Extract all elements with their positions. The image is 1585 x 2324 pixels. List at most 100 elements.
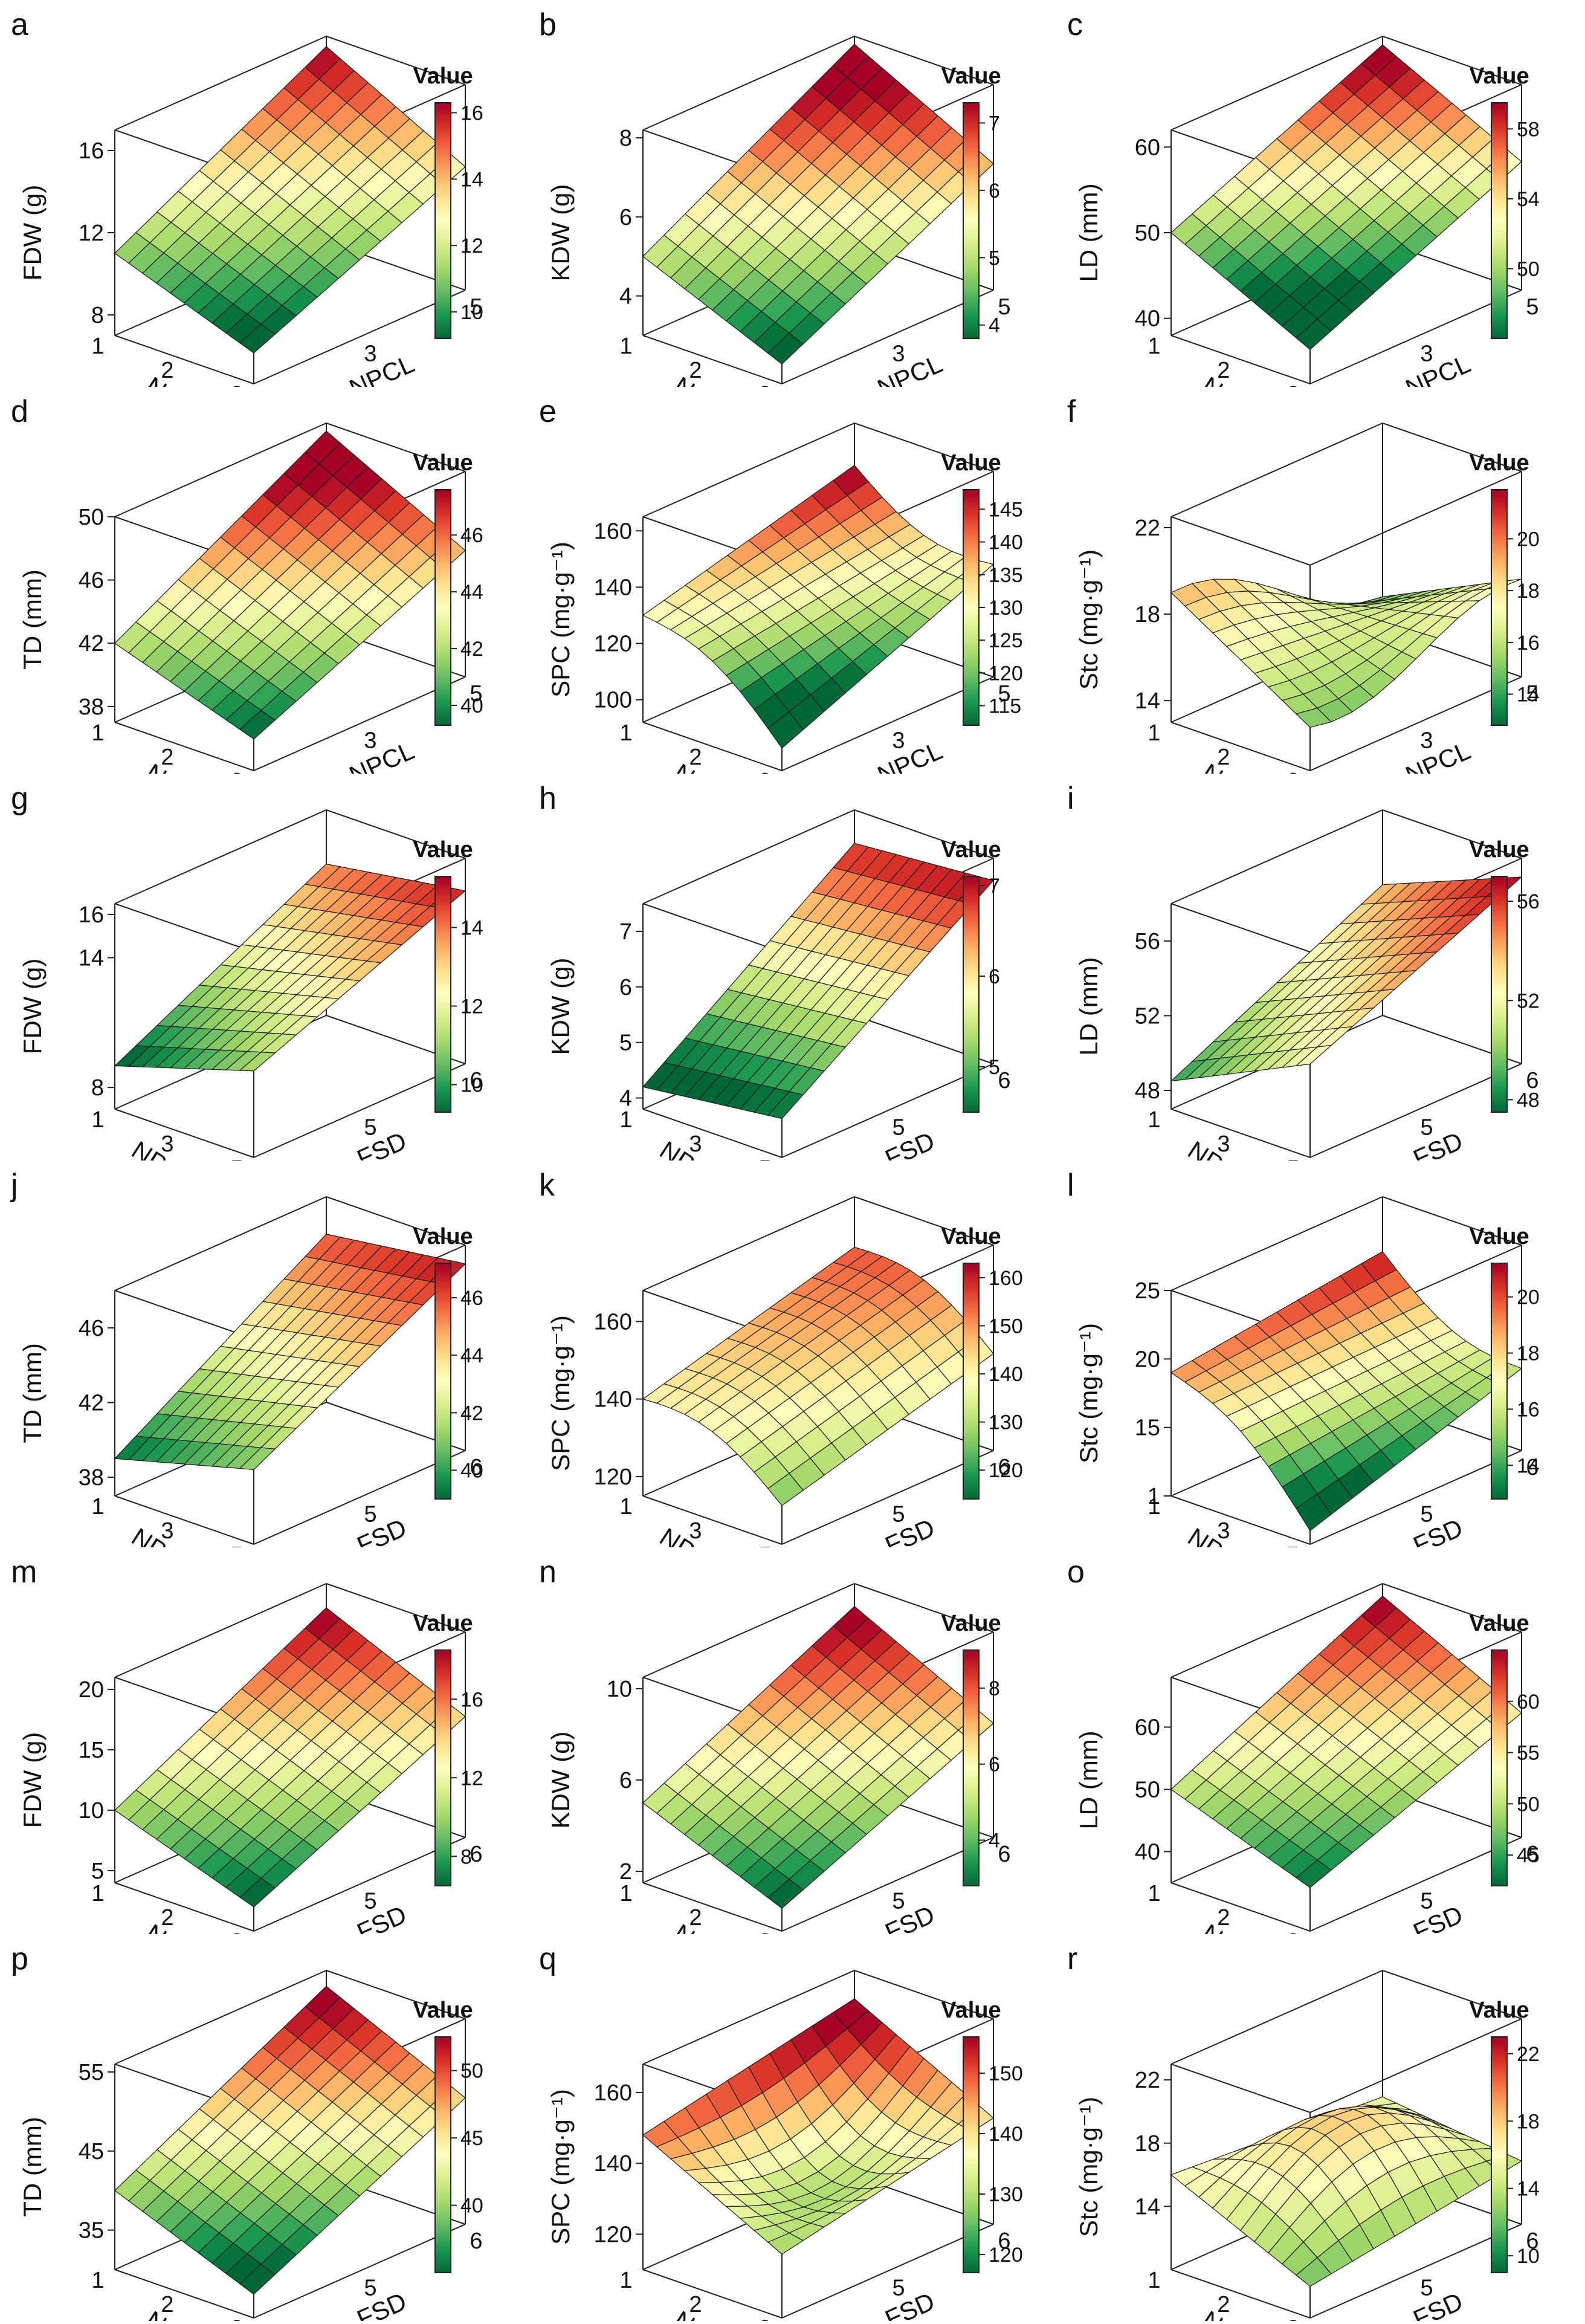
colorbar-tick-label: 150 [989, 1315, 1023, 1338]
x-tick-label: 2 [161, 358, 173, 383]
z-tick-label: 40 [1135, 306, 1160, 332]
right-bottom-edge [1309, 676, 1522, 771]
z-axis-label: TD (mm) [18, 2117, 47, 2217]
top-left-edge [1170, 1970, 1383, 2065]
z-tick-label: 10 [607, 1677, 632, 1702]
right-bottom-edge [781, 676, 994, 771]
front-bottom-edge-x [114, 1495, 254, 1545]
panel-letter: r [1067, 1941, 1077, 1976]
panel-letter: g [11, 781, 28, 816]
x-tick-label: 5 [1286, 1156, 1299, 1160]
right-bottom-edge [253, 2224, 466, 2319]
z-tick-label: 16 [79, 138, 104, 164]
y-tick-label: 3 [364, 341, 376, 367]
surface-cell [239, 710, 276, 740]
top-back-edge [326, 1583, 466, 1633]
right-bottom-edge [781, 1450, 994, 1545]
z-axis-label: LD (mm) [1074, 183, 1103, 282]
x-tick-label: 2 [161, 745, 173, 770]
x-tick-label: 3 [1286, 1929, 1299, 1934]
surface-cell [239, 323, 276, 354]
colorbar-tick-label: 44 [460, 581, 483, 604]
colorbar-title: Value [941, 63, 1001, 89]
z-tick-label: 60 [1135, 135, 1160, 160]
z-tick-label: 45 [79, 2139, 104, 2164]
y-axis-label: NPCL [345, 349, 418, 387]
z-tick-label: 140 [594, 575, 632, 600]
surface-cell [239, 1052, 276, 1072]
z-tick-label: 18 [1135, 602, 1160, 627]
right-bottom-edge [253, 1063, 466, 1158]
z-axis-label: LD (mm) [1074, 1730, 1103, 1829]
y-tick-label: 3 [1420, 341, 1433, 367]
colorbar-title: Value [941, 1998, 1001, 2023]
y-tick-label: 6 [998, 1455, 1010, 1480]
x-tick-label: 3 [1286, 2316, 1299, 2321]
colorbar-tick-label: 6 [989, 1753, 1000, 1776]
top-left-edge [114, 1583, 327, 1678]
surface-mesh [114, 1607, 466, 1908]
right-bottom-edge [781, 1837, 994, 1932]
front-bottom-edge-x [114, 1109, 254, 1158]
z-tick-label: 6 [619, 1768, 632, 1793]
colorbar-title: Value [1469, 63, 1529, 89]
colorbar-tick-label: 4 [989, 314, 1000, 337]
top-back-edge [854, 1196, 994, 1246]
front-bottom-edge-x [1170, 722, 1311, 771]
colorbar-tick-label: 20 [1517, 1286, 1540, 1309]
z-tick-label: 22 [1135, 516, 1160, 541]
front-bottom-edge-x [114, 1882, 254, 1932]
colorbar [434, 876, 451, 1113]
y-tick-label: 5 [1526, 681, 1538, 707]
top-back-edge [326, 422, 466, 472]
front-bottom-edge-x [642, 2269, 783, 2319]
colorbar-tick-label: 50 [1517, 257, 1540, 280]
surface-mesh [1170, 578, 1522, 728]
colorbar-tick-label: 130 [989, 2183, 1023, 2206]
x-tick-label: 1 [91, 720, 104, 746]
top-left-edge [642, 809, 855, 904]
top-back-edge [326, 809, 466, 859]
z-tick-label: 120 [594, 1465, 632, 1490]
z-tick-label: 160 [594, 2080, 632, 2106]
colorbar [434, 489, 451, 726]
panel-letter: m [11, 1555, 37, 1590]
colorbar-tick-label: 40 [460, 1459, 483, 1482]
colorbar-tick-label: 55 [1517, 1742, 1540, 1765]
colorbar-tick-label: 7 [989, 112, 1000, 135]
z-tick-label: 35 [79, 2218, 104, 2244]
top-left-edge [114, 1970, 327, 2065]
colorbar-tick-label: 12 [460, 235, 483, 257]
colorbar-tick-label: 40 [460, 2195, 483, 2218]
y-axis-label: FSD [1409, 1513, 1467, 1547]
colorbar [1491, 1649, 1508, 1886]
top-front-edge [114, 903, 254, 953]
top-left-edge [642, 1970, 855, 2065]
colorbar-tick-label: 160 [989, 1267, 1023, 1290]
surface-cell [1296, 319, 1332, 351]
colorbar [1491, 876, 1508, 1113]
colorbar-tick-label: 12 [460, 1767, 483, 1790]
z-axis-label: SPC (mg·g⁻¹) [546, 1315, 575, 1471]
surface-mesh [642, 1998, 995, 2255]
right-bottom-edge [253, 1837, 466, 1932]
y-tick-label: 5 [892, 1502, 905, 1527]
x-tick-label: 1 [1148, 2268, 1160, 2293]
panel-letter: n [539, 1555, 557, 1590]
z-tick-label: 46 [79, 568, 104, 594]
x-tick-label: 1 [91, 2268, 104, 2293]
y-axis-label: FSD [1409, 2287, 1467, 2321]
z-tick-label: 5 [619, 1031, 632, 1056]
top-back-edge [1382, 809, 1522, 859]
x-tick-label: 3 [230, 2316, 243, 2321]
x-tick-label: 3 [1286, 382, 1299, 387]
y-tick-label: 5 [892, 1889, 905, 1914]
x-tick-label: 1 [1148, 720, 1160, 746]
y-tick-label: 6 [1526, 1068, 1538, 1093]
